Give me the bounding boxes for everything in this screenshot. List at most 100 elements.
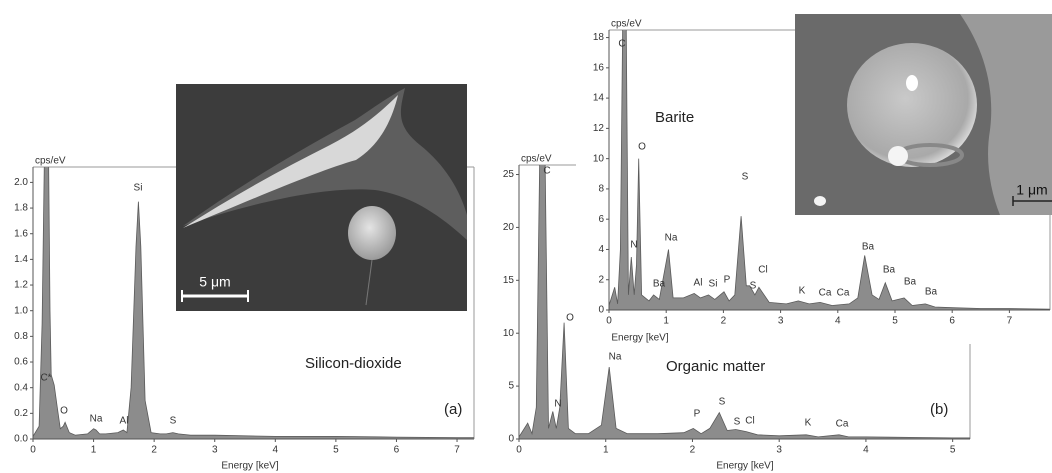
y-tick-label: 8 [598,184,604,195]
y-tick-label: 0.0 [14,434,28,445]
peak-label: O [638,142,646,153]
y-tick-label: 1.4 [14,254,28,265]
y-tick-label: 1.6 [14,228,28,239]
spectrum-area [609,30,1050,310]
y-tick-label: 6 [598,214,604,225]
x-tick-label: 0 [606,316,612,327]
y-tick-label: 0.6 [14,357,28,368]
peak-label: Al [694,278,703,289]
peak-label: Cl [758,265,767,276]
peak-label: K [799,286,806,297]
y-tick-label: 0 [508,434,514,445]
x-tick-label: 1 [603,445,609,456]
peak-label: Al [120,416,129,427]
x-tick-label: 3 [212,445,218,456]
panel-label: (b) [930,401,948,418]
scale-label: 5 μm [199,274,230,290]
y-tick-label: 1.8 [14,203,28,214]
y-tick-label: 18 [593,32,605,43]
x-tick-label: 3 [778,316,784,327]
x-tick-label: 4 [273,445,279,456]
y-axis-label: cps/eV [35,156,66,167]
peak-label: Si [709,279,718,290]
peak-label: C* [40,373,51,384]
peak-label: O [60,406,68,417]
panel-a: 0.0 0.2 0.4 0.6 0.8 1.0 1.2 1.4 1.6 1.8 2.0 0 1 2 3 4 5 6… [14,156,475,472]
x-tick-label: 2 [151,445,157,456]
peak-label: Na [609,352,622,363]
annotation: Barite [655,109,694,126]
x-axis-label: Energy [keV] [716,461,773,472]
x-tick-label: 7 [454,445,460,456]
peak-label: Ca [819,288,832,299]
peak-label: Ba [883,265,896,276]
annotation: Organic matter [666,358,765,375]
x-tick-label: 0 [30,445,36,456]
peak-label: S [734,417,741,428]
x-tick-label: 1 [91,445,97,456]
peak-label: O [566,313,574,324]
peak-label: S [170,416,177,427]
peak-label: Ba [862,242,875,253]
peak-label: Ca [837,288,850,299]
spectrum-area [33,167,474,439]
y-axis-label: cps/eV [611,19,642,30]
peak-label: Cl [745,416,754,427]
y-tick-label: 10 [593,153,605,164]
peak-label: Ba [653,279,666,290]
y-tick-label: 25 [503,169,515,180]
peak-label: C [618,39,625,50]
peak-label: S [742,172,749,183]
peak-label: P [724,275,731,286]
y-tick-label: 0.8 [14,331,28,342]
x-tick-label: 6 [949,316,955,327]
sem-image-b: 1 μm [795,14,1052,215]
x-axis-label: Energy [keV] [611,333,668,344]
x-axis-label: Energy [keV] [221,461,278,472]
y-tick-label: 1.0 [14,305,28,316]
peak-label: C [543,166,550,177]
x-tick-label: 6 [394,445,400,456]
peak-label: S [719,397,726,408]
y-tick-label: 1.2 [14,280,28,291]
y-tick-label: 14 [593,93,605,104]
spectrum-area [519,165,970,439]
x-tick-label: 1 [663,316,669,327]
peak-label: Si [134,183,143,194]
peak-label: Ca [836,419,849,430]
peak-label: Na [90,414,103,425]
peak-label: Ba [904,277,917,288]
x-tick-label: 2 [721,316,727,327]
scale-label: 1 μm [1016,182,1047,198]
x-tick-label: 3 [776,445,782,456]
peak-label: Ba [925,287,938,298]
x-tick-label: 5 [892,316,898,327]
y-axis-label: cps/eV [521,154,552,165]
peak-label: S [750,281,757,292]
peak-label: P [694,409,701,420]
x-tick-label: 4 [835,316,841,327]
x-tick-label: 5 [950,445,956,456]
x-tick-label: 4 [863,445,869,456]
peak-label: Na [665,233,678,244]
y-tick-label: 15 [503,275,515,286]
peak-label: N [554,399,561,410]
panel-label: (a) [444,401,462,418]
x-tick-label: 5 [333,445,339,456]
y-tick-label: 20 [503,222,515,233]
y-tick-label: 0 [598,305,604,316]
y-tick-label: 2 [598,274,604,285]
peak-label: N [630,240,637,251]
y-tick-label: 5 [508,381,514,392]
x-tick-label: 2 [690,445,696,456]
y-tick-label: 12 [593,123,605,134]
x-tick-label: 7 [1007,316,1013,327]
y-tick-label: 4 [598,244,604,255]
y-tick-label: 2.0 [14,177,28,188]
y-tick-label: 10 [503,328,515,339]
annotation: Silicon-dioxide [305,355,402,372]
x-tick-label: 0 [516,445,522,456]
